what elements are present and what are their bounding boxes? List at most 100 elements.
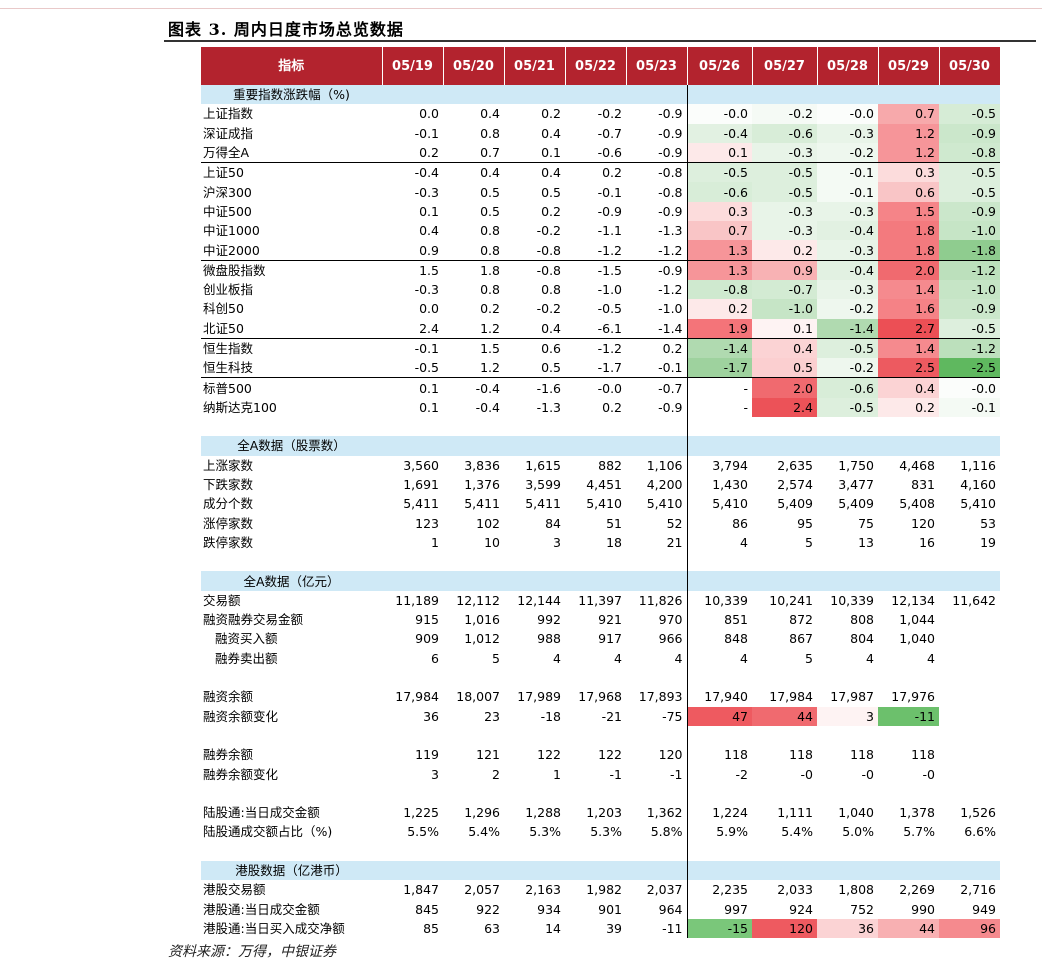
- section-cell: [565, 85, 626, 105]
- value-cell: -0.8: [504, 259, 565, 280]
- row-label: 成分个数: [203, 496, 254, 512]
- value-cell: 909: [415, 631, 439, 647]
- header-date: 05/22: [565, 47, 627, 85]
- value-cell: 0.8: [541, 282, 561, 298]
- header-date: 05/27: [752, 47, 818, 85]
- spacer-cell: [817, 726, 878, 745]
- value-cell: -1.8: [939, 240, 1000, 261]
- value-cell: 1,044: [899, 612, 935, 628]
- spacer-cell: [817, 417, 878, 436]
- value-cell: 1,526: [960, 805, 996, 821]
- row-label: 港股通:当日成交金额: [203, 901, 320, 917]
- row-label: 恒生指数: [201, 337, 382, 359]
- value-cell: -0.7: [597, 125, 622, 141]
- value-cell: 1.8: [878, 221, 939, 241]
- value-cell: 18,007: [456, 689, 500, 705]
- value-cell: 949: [972, 901, 996, 917]
- spacer-cell: [201, 417, 382, 436]
- value-cell: 2.4: [419, 320, 439, 336]
- value-cell: -0.2: [536, 223, 561, 239]
- value-cell: 6: [431, 650, 439, 666]
- title-rule: [164, 40, 1036, 42]
- value-cell: 997: [724, 901, 748, 917]
- spacer-cell: [382, 668, 443, 687]
- value-cell: -0.5: [687, 162, 752, 183]
- spacer-cell: [878, 552, 939, 571]
- value-cell: 120: [752, 918, 817, 939]
- value-cell: 0.8: [480, 282, 500, 298]
- value-cell: 845: [415, 901, 439, 917]
- value-cell: 0.2: [541, 106, 561, 122]
- table-row: 融券余额 119 121 122 122 120 118 118 118 118: [201, 745, 1000, 765]
- value-cell: 17,984: [395, 689, 439, 705]
- value-cell: 0.2: [602, 399, 622, 415]
- row-label: 融资余额: [203, 689, 254, 705]
- spacer-cell: [752, 784, 817, 803]
- value-cell: 2,269: [899, 882, 935, 898]
- value-cell: -11: [878, 706, 939, 726]
- value-cell: 17,940: [704, 689, 748, 705]
- value-cell: 1.9: [687, 318, 752, 339]
- spacer-cell: [201, 784, 382, 803]
- value-cell: 5.4%: [781, 824, 813, 840]
- spacer-cell: [817, 784, 878, 803]
- value-cell: 23: [484, 708, 500, 724]
- value-cell: 1,111: [777, 805, 813, 821]
- value-cell: 63: [484, 920, 500, 936]
- value-cell: -0.1: [817, 162, 878, 183]
- row-label: 万得全A: [203, 145, 250, 161]
- spacer-cell: [939, 842, 1000, 861]
- section-cell: [939, 571, 1000, 591]
- value-cell: -0.3: [817, 279, 878, 300]
- section-cell: [565, 571, 626, 591]
- section-cell: [752, 860, 817, 881]
- value-cell: 1: [553, 766, 561, 782]
- section-label: 全A数据（亿元）: [201, 571, 382, 591]
- value-cell: 17,984: [769, 689, 813, 705]
- value-cell: -0.4: [443, 377, 504, 398]
- value-cell: -6.1: [597, 320, 622, 336]
- spacer-cell: [626, 783, 688, 803]
- value-cell: 75: [858, 515, 874, 531]
- value-cell: 2,635: [777, 457, 813, 473]
- table-row: 微盘股指数 1.5 1.8 -0.8 -1.5 -0.9 1.3 0.9 -0.4 2.0 -1.2: [201, 259, 1000, 280]
- value-cell: 44: [878, 918, 939, 939]
- value-cell: -75: [626, 706, 688, 726]
- row-label: 北证50: [203, 320, 244, 336]
- section-cell: [626, 436, 688, 456]
- table-row: 涨停家数 123 102 84 51 52 86 95 75 120 53: [201, 513, 1000, 533]
- value-cell: 915: [415, 612, 439, 628]
- value-cell: 4,200: [626, 474, 688, 495]
- value-cell: 17,968: [578, 689, 622, 705]
- value-cell: 848: [724, 631, 748, 647]
- value-cell: 1.8: [443, 259, 504, 280]
- value-cell: 123: [415, 515, 439, 531]
- table-row: 下跌家数 1,691 1,376 3,599 4,451 4,200 1,430 2,574 3…: [201, 474, 1000, 495]
- value-cell: -0.4: [817, 221, 878, 241]
- spacer-cell: [443, 417, 504, 436]
- value-cell: 0.1: [541, 145, 561, 161]
- table-row: 融券卖出额 6 5 4 4 4 4 5 4 4: [201, 648, 1000, 668]
- table-row: 恒生指数 -0.1 1.5 0.6 -1.2 0.2 -1.4 0.4 -0.5 1.4 -1.2: [201, 337, 1000, 359]
- value-cell: 10,339: [830, 592, 874, 608]
- top-rule: [0, 8, 1042, 9]
- value-cell: -0.6: [752, 123, 817, 143]
- section-cell: [443, 571, 504, 591]
- spacer-cell: [687, 726, 752, 745]
- value-cell: -0: [800, 766, 813, 782]
- value-cell: -1.4: [687, 337, 752, 359]
- value-cell: 3: [817, 706, 878, 726]
- spacer-row: [201, 552, 1000, 572]
- spacer-cell: [939, 784, 1000, 803]
- value-cell: -1.2: [939, 337, 1000, 359]
- value-cell: -0.3: [414, 282, 439, 298]
- value-cell: 5,410: [626, 494, 688, 514]
- spacer-row: [201, 417, 1000, 437]
- value-cell: 1,691: [403, 477, 439, 493]
- value-cell: -0.1: [414, 125, 439, 141]
- value-cell: -2: [735, 766, 748, 782]
- value-cell: -0.0: [817, 104, 878, 124]
- spacer-cell: [201, 552, 382, 571]
- value-cell: -: [687, 377, 752, 398]
- spacer-cell: [752, 417, 817, 436]
